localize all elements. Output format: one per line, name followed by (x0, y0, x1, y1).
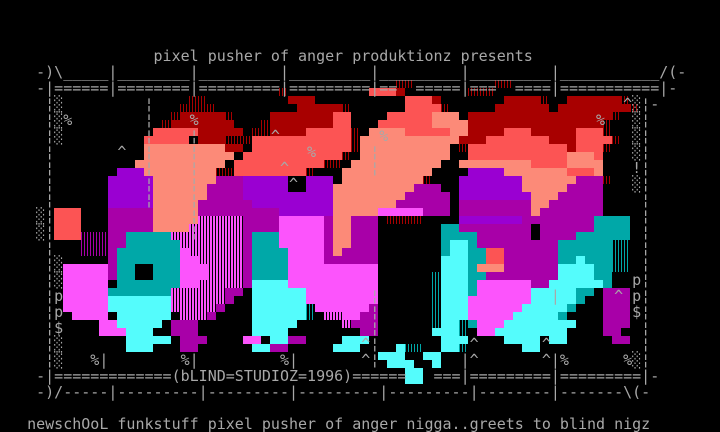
ansi-text-layer: pixel pusher of anger produktionz presen… (27, 47, 687, 432)
